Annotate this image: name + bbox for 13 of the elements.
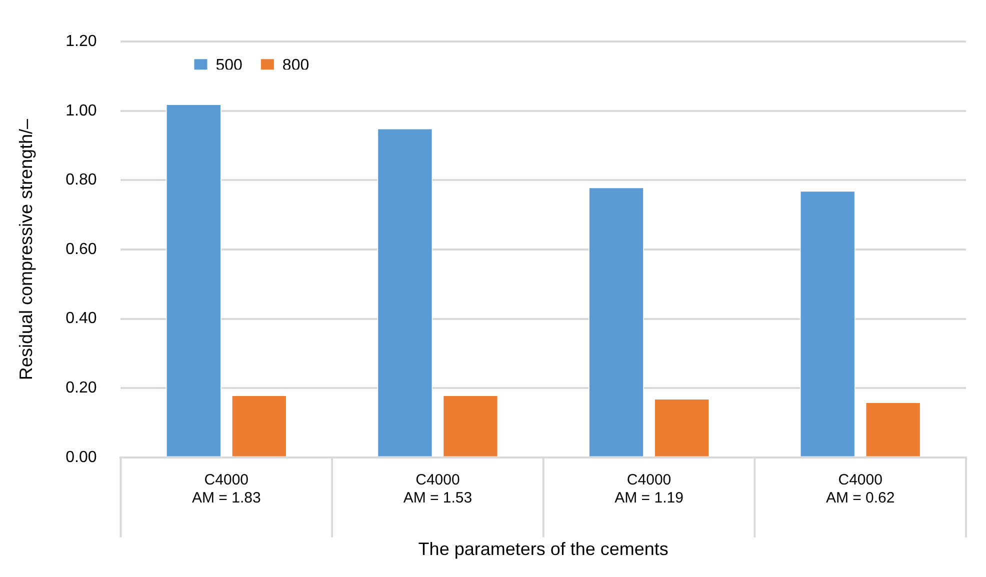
y-tick-label: 1.00: [66, 102, 97, 120]
x-tick-label: C4000 AM = 1.83: [192, 472, 261, 507]
y-tick-label: 0.80: [66, 172, 97, 189]
y-tick-label: 0.40: [66, 310, 97, 328]
y-tick-label: 0.00: [66, 448, 97, 466]
y-tick-label: 1.20: [66, 33, 97, 50]
x-axis-title: The parameters of the cements: [418, 539, 668, 560]
y-axis-title: Residual compressive strength/–: [16, 118, 36, 380]
x-tick-label: C4000 AM = 1.53: [403, 472, 472, 507]
x-tick-label: C4000 AM = 1.19: [614, 472, 684, 507]
x-tick-label: C4000 AM = 0.62: [826, 472, 895, 507]
y-tick-label: 0.20: [66, 380, 97, 397]
y-tick-label: 0.60: [66, 240, 97, 258]
